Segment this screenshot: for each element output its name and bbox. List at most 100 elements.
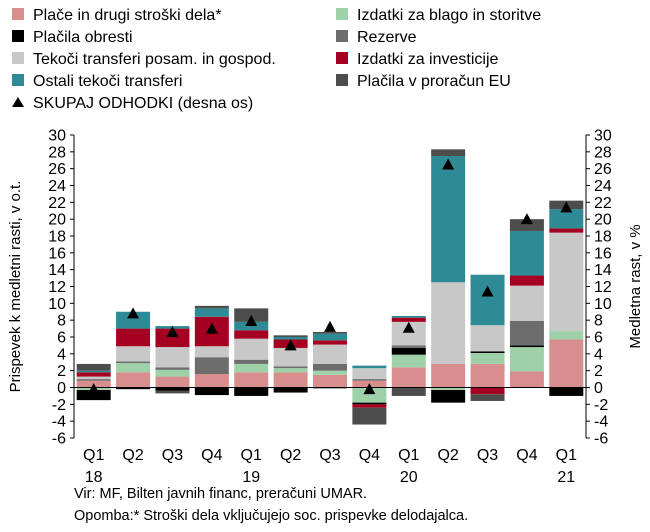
total-marker — [324, 320, 336, 332]
bar-segment — [391, 354, 426, 368]
bar-segment — [234, 338, 269, 360]
bar-segment — [431, 363, 466, 388]
right-tick-label: 10 — [594, 296, 612, 313]
left-tick-label: 28 — [48, 144, 66, 161]
bar-segment — [391, 321, 426, 346]
bar-segment — [273, 366, 308, 369]
bar-segment — [549, 331, 584, 340]
bar-segment — [549, 228, 584, 233]
bar-segment — [194, 305, 229, 309]
bar-segment — [76, 363, 111, 371]
left-tick-label: 4 — [57, 346, 66, 363]
x-year-label: 18 — [85, 469, 103, 486]
bar-segment — [313, 363, 347, 371]
legend-label: Plače in drugi stroški dela* — [33, 7, 222, 24]
legend-label: Tekoči transferi posam. in gospod. — [33, 51, 276, 68]
bar-segment — [116, 346, 151, 362]
x-tick-label: Q4 — [516, 447, 537, 464]
bar-segment — [509, 371, 544, 388]
x-tick-label: Q1 — [241, 447, 262, 464]
bar-segment — [155, 387, 190, 391]
right-tick-label: 16 — [594, 245, 612, 262]
bar-segment — [194, 357, 229, 375]
legend-swatch — [336, 8, 348, 20]
bar-segment — [470, 363, 505, 388]
legend-label: Izdatki za investicije — [357, 51, 498, 68]
bar-segment — [352, 402, 387, 405]
x-tick-label: Q1 — [398, 447, 419, 464]
x-tick-label: Q2 — [280, 447, 301, 464]
bar-segment — [431, 156, 466, 283]
total-marker — [127, 307, 140, 319]
bar-segment — [155, 376, 190, 388]
bar-segment — [509, 230, 544, 276]
legend-label: Plačila obresti — [33, 29, 133, 46]
bar-segment — [155, 367, 190, 370]
bar-segment — [234, 372, 269, 388]
left-tick-label: -2 — [52, 397, 66, 414]
bar-segment — [549, 209, 584, 229]
x-tick-label: Q4 — [359, 447, 380, 464]
bar-segment — [116, 363, 151, 373]
bar-segment — [76, 372, 111, 377]
legend-label: SKUPAJ ODHODKI (desna os) — [33, 95, 253, 112]
bar-segment — [352, 365, 387, 369]
right-tick-label: 6 — [594, 330, 603, 347]
bar-segment — [470, 274, 505, 326]
left-tick-label: 0 — [57, 380, 66, 397]
bar-segment — [509, 219, 544, 231]
x-tick-label: Q1 — [83, 447, 104, 464]
bar-segment — [273, 335, 308, 337]
bar-segment — [431, 387, 466, 391]
legend-triangle-marker — [12, 97, 24, 107]
bar-segment — [470, 351, 505, 353]
right-tick-label: 18 — [594, 229, 612, 246]
bar-segment — [76, 370, 111, 373]
x-tick-label: Q4 — [201, 447, 222, 464]
legend-swatch — [336, 30, 348, 42]
total-marker — [363, 383, 376, 395]
legend-swatch — [336, 52, 348, 64]
right-tick-label: 8 — [594, 313, 603, 330]
bar-segment — [116, 361, 151, 364]
bar-segment — [76, 379, 111, 381]
legend-swatch — [12, 30, 24, 42]
right-tick-label: 14 — [594, 262, 612, 279]
x-tick-label: Q1 — [556, 447, 577, 464]
bar-segment — [509, 321, 544, 346]
bar-segment — [352, 379, 387, 381]
right-tick-label: 20 — [594, 212, 612, 229]
total-marker — [481, 285, 494, 297]
bar-segment — [116, 387, 151, 390]
left-tick-label: 6 — [57, 330, 66, 347]
bar-segment — [352, 404, 387, 408]
bar-segment — [313, 331, 347, 334]
bar-segment — [470, 394, 505, 401]
left-tick-label: 30 — [48, 128, 66, 145]
legend-label: Ostali tekoči transferi — [33, 73, 182, 90]
total-marker — [166, 325, 179, 337]
left-tick-label: -4 — [52, 414, 66, 431]
left-tick-label: 22 — [48, 195, 66, 212]
left-tick-label: 26 — [48, 161, 66, 178]
legend-swatch — [12, 52, 24, 64]
left-tick-label: 20 — [48, 212, 66, 229]
bar-segment — [273, 368, 308, 373]
right-tick-label: -6 — [594, 431, 608, 448]
bar-segment — [509, 345, 544, 348]
bar-segment — [234, 359, 269, 364]
right-axis-title: Medletna rast, v % — [627, 224, 644, 348]
legend-swatch — [12, 8, 24, 20]
total-marker — [442, 158, 455, 170]
right-tick-label: 4 — [594, 346, 603, 363]
left-tick-label: 24 — [48, 178, 66, 195]
legend-label: Plačila v proračun EU — [357, 73, 511, 90]
bar-segment — [509, 347, 544, 372]
bar-segment — [352, 387, 387, 403]
bar-segment — [155, 328, 190, 348]
right-tick-label: 26 — [594, 161, 612, 178]
bar-segment — [391, 317, 426, 322]
bar-segment — [549, 339, 584, 388]
bar-segment — [194, 308, 229, 317]
x-tick-label: Q2 — [122, 447, 143, 464]
